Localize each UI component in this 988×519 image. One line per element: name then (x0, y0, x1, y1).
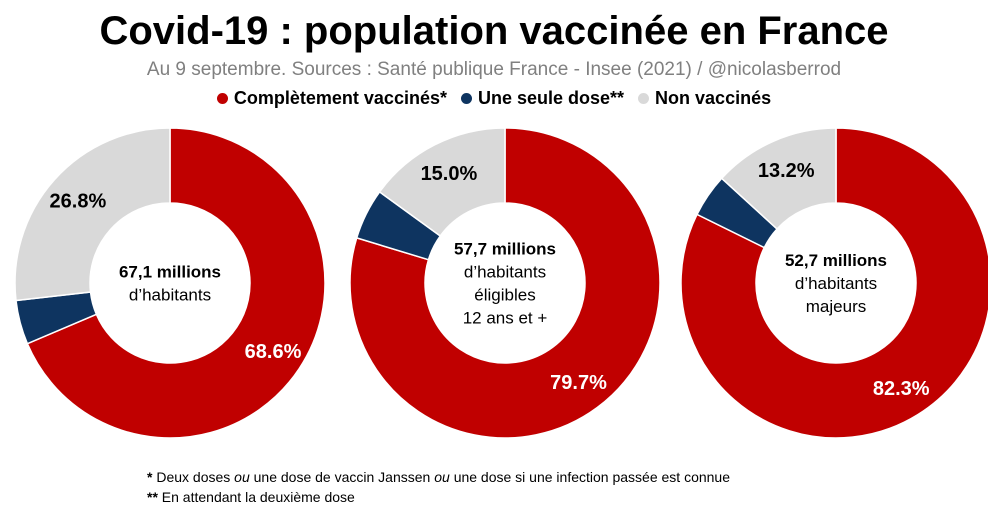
slice-none-2 (378, 127, 506, 238)
legend-item-none: Non vaccinés (638, 88, 771, 109)
legend-label-none: Non vaccinés (655, 88, 772, 108)
slice-none-1 (14, 127, 171, 302)
legend-label-single: Une seule dose** (477, 88, 625, 108)
slice-complete-1 (26, 127, 326, 439)
footnote-1-text-c: une dose si une infection passée est con… (453, 469, 730, 485)
footnote-1-or-b: ou (434, 469, 450, 485)
slice-complete-2 (349, 127, 661, 439)
footnote-1: * Deux doses ou une dose de vaccin Janss… (147, 467, 730, 487)
slice-complete-3 (680, 127, 988, 439)
slice-none-3 (720, 127, 837, 231)
slice-label-none-1: 26.8% (50, 191, 107, 213)
center-label-2-line-3: éligibles (474, 286, 535, 305)
footnote-1-or-a: ou (234, 469, 250, 485)
center-label-3-line-1: 52,7 millions (785, 251, 887, 270)
center-label-2-line-4: 12 ans et + (463, 309, 548, 328)
slice-label-complete-2: 79.7% (550, 372, 607, 394)
center-label-2-line-2: d’habitants (464, 263, 546, 282)
donut-chart-2: 79.7% 15.0% 57,7 millions d’habitants éligib… (349, 127, 661, 439)
footnote-2-marker: ** (147, 489, 158, 505)
slice-label-none-3: 13.2% (758, 160, 815, 182)
chart-title: Covid-19 : population vaccinée en France (99, 9, 889, 53)
center-label-1-line-1: 67,1 millions (119, 263, 221, 282)
footnote-2: ** En attendant la deuxième dose (147, 487, 730, 507)
slice-label-complete-1: 68.6% (245, 341, 302, 363)
legend-item-single: Une seule dose** (460, 88, 625, 109)
legend-dot-complete (216, 93, 228, 104)
footnote-1-text-b: une dose de vaccin Janssen (253, 469, 431, 485)
slice-label-none-2: 15.0% (421, 163, 478, 185)
donut-charts: 68.6% 26.8% 67,1 millions d’habitants 79.7% 1… (14, 127, 988, 439)
footnote-1-text-a: Deux doses (156, 469, 231, 485)
footnote-1-marker: * (147, 469, 153, 485)
slice-label-complete-3: 82.3% (873, 378, 930, 400)
legend-dot-none (638, 93, 650, 104)
footnote-2-text: En attendant la deuxième dose (161, 489, 355, 505)
center-label-3-line-2: d’habitants (795, 274, 877, 293)
center-label-1-line-2: d’habitants (129, 286, 211, 305)
center-label-2-line-1: 57,7 millions (454, 240, 556, 259)
donut-chart-1: 68.6% 26.8% 67,1 millions d’habitants (14, 127, 326, 439)
legend-label-complete: Complètement vaccinés* (233, 88, 447, 108)
footnotes: * Deux doses ou une dose de vaccin Janss… (147, 467, 730, 507)
legend-dot-single (460, 93, 472, 104)
chart-subtitle: Au 9 septembre. Sources : Santé publique… (146, 59, 842, 80)
center-label-3-line-3: majeurs (806, 297, 866, 316)
legend-item-complete: Complètement vaccinés* (216, 88, 447, 109)
donut-chart-3: 82.3% 13.2% 52,7 millions d’habitants majeur… (680, 127, 988, 439)
legend: Complètement vaccinés* Une seule dose** … (0, 88, 988, 109)
